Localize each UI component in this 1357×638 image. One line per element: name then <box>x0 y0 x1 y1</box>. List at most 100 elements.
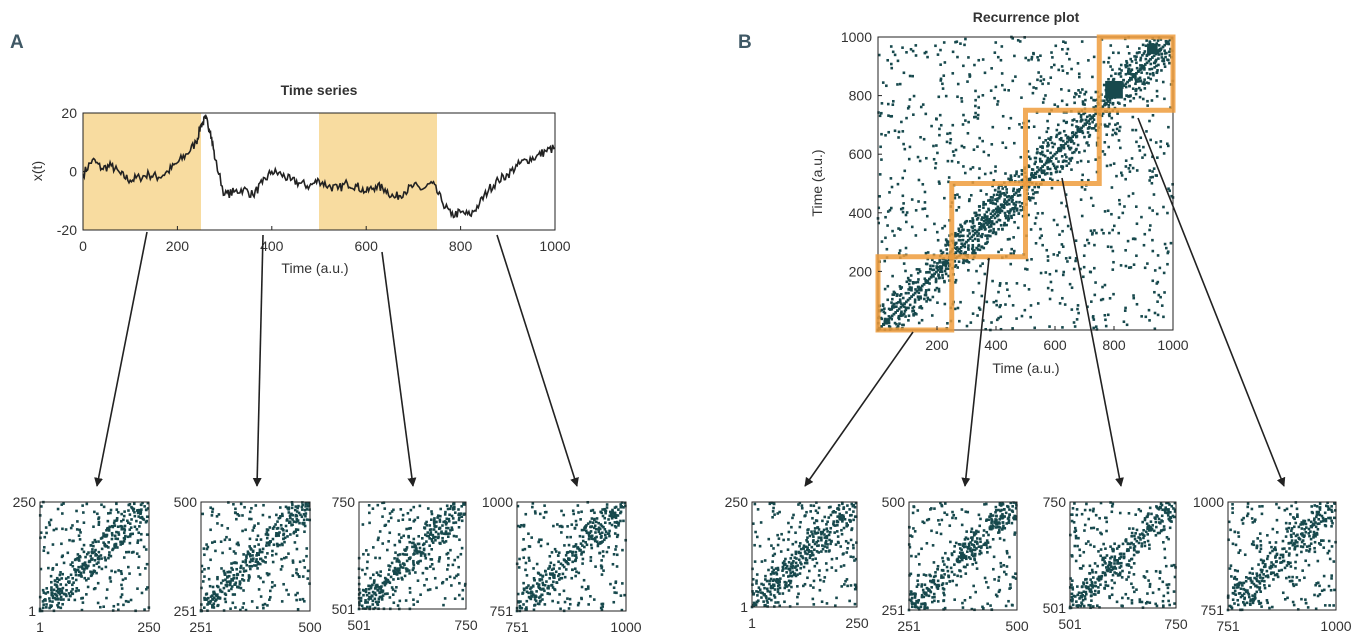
recurrence-point <box>1128 84 1131 88</box>
recurrence-point <box>283 556 286 560</box>
recurrence-point <box>971 538 974 542</box>
recurrence-point <box>218 597 222 600</box>
recurrence-point <box>1136 70 1140 73</box>
recurrence-point <box>837 515 841 518</box>
recurrence-point <box>1024 267 1027 271</box>
recurrence-point <box>937 290 941 293</box>
recurrence-point <box>1145 53 1149 57</box>
recurrence-point <box>1128 79 1131 82</box>
recurrence-point <box>923 605 926 608</box>
recurrence-point <box>996 55 1000 59</box>
recurrence-point <box>1127 67 1130 71</box>
recurrence-point <box>943 606 947 610</box>
recurrence-point <box>944 238 948 241</box>
recurrence-point <box>552 567 556 570</box>
recurrence-point <box>295 598 298 602</box>
recurrence-point <box>415 549 419 553</box>
recurrence-point <box>976 248 980 251</box>
recurrence-point <box>304 514 307 518</box>
recurrence-point <box>822 528 826 532</box>
recurrence-point <box>294 528 298 531</box>
recurrence-point <box>970 607 974 611</box>
recurrence-point <box>907 278 911 282</box>
recurrence-point <box>571 568 574 572</box>
recurrence-point <box>1091 315 1095 319</box>
recurrence-point <box>451 563 455 567</box>
recurrence-point <box>794 531 797 535</box>
recurrence-point <box>441 539 444 543</box>
recurrence-point <box>776 543 780 547</box>
recurrence-point <box>527 584 530 587</box>
recurrence-point <box>223 597 227 601</box>
recurrence-point <box>934 277 938 281</box>
recurrence-point <box>76 568 80 572</box>
recurrence-point <box>934 574 937 578</box>
recurrence-point <box>757 599 760 602</box>
recurrence-point <box>947 176 951 179</box>
recurrence-point <box>572 545 575 548</box>
recurrence-point <box>1107 56 1111 60</box>
recurrence-point <box>1080 179 1084 182</box>
recurrence-point <box>992 193 996 197</box>
recurrence-point <box>421 543 425 547</box>
recurrence-point <box>884 236 887 240</box>
recurrence-point <box>929 579 933 583</box>
recurrence-point <box>1015 209 1019 212</box>
recurrence-point <box>276 520 279 523</box>
recurrence-point <box>412 519 416 523</box>
recurrence-point <box>1007 177 1010 181</box>
recurrence-point <box>299 513 302 517</box>
recurrence-point <box>122 536 126 540</box>
recurrence-point <box>419 559 422 563</box>
recurrence-point <box>809 554 813 557</box>
recurrence-point <box>611 508 614 512</box>
recurrence-point <box>565 535 569 539</box>
recurrence-point <box>1155 71 1159 75</box>
recurrence-point <box>1070 308 1074 311</box>
recurrence-point <box>987 221 991 225</box>
recurrence-point <box>296 528 300 532</box>
recurrence-point <box>127 509 130 512</box>
recurrence-point <box>97 555 101 558</box>
recurrence-point <box>1162 57 1165 61</box>
recurrence-point <box>1008 587 1011 590</box>
recurrence-point <box>245 556 248 559</box>
recurrence-point <box>771 579 775 583</box>
recurrence-point <box>995 523 999 526</box>
recurrence-point <box>1008 513 1011 517</box>
recurrence-point <box>587 533 591 537</box>
recurrence-point <box>1038 136 1041 140</box>
recurrence-point <box>982 200 985 204</box>
recurrence-point <box>455 574 458 578</box>
recurrence-point <box>441 524 444 527</box>
recurrence-point <box>1140 66 1144 70</box>
recurrence-point <box>938 258 941 262</box>
recurrence-point <box>601 550 605 553</box>
recurrence-point <box>913 592 917 596</box>
recurrence-point <box>840 514 844 517</box>
recurrence-point <box>781 569 784 572</box>
recurrence-point <box>128 572 131 575</box>
recurrence-point <box>966 563 969 567</box>
recurrence-point <box>538 600 542 603</box>
recurrence-point <box>538 512 542 516</box>
recurrence-point <box>453 576 456 580</box>
recurrence-point <box>988 230 991 233</box>
recurrence-point <box>1039 54 1042 58</box>
recurrence-point <box>51 600 54 603</box>
recurrence-point <box>203 596 206 600</box>
recurrence-point <box>248 517 251 521</box>
recurrence-point <box>977 95 980 99</box>
recurrence-point <box>62 598 65 601</box>
recurrence-point <box>775 578 779 581</box>
recurrence-point <box>268 598 271 602</box>
recurrence-point <box>910 535 914 538</box>
recurrence-point <box>532 608 536 612</box>
recurrence-point <box>458 538 461 542</box>
recurrence-point <box>619 510 623 514</box>
recurrence-point <box>1007 217 1011 221</box>
recurrence-point <box>571 554 574 557</box>
recurrence-point <box>1003 211 1007 215</box>
recurrence-point <box>953 598 956 601</box>
recurrence-point <box>901 130 905 133</box>
